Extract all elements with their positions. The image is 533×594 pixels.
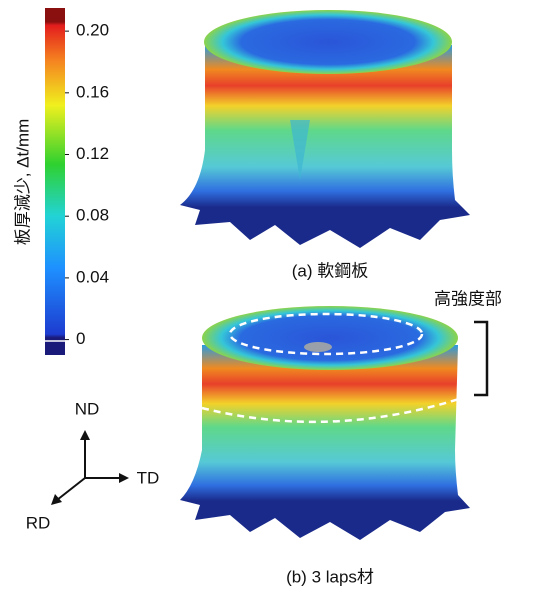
axis-label: TD [137, 468, 160, 487]
colorbar-tick-label: 0.16 [76, 82, 109, 101]
axis-label: ND [75, 399, 100, 418]
orientation-axes [51, 430, 129, 505]
caption: (a) 軟鋼板 [292, 261, 369, 280]
axis-label: RD [26, 513, 51, 532]
annotation: 高強度部 [434, 289, 502, 308]
rendering-a [180, 10, 470, 248]
colorbar-tick-label: 0.20 [76, 21, 109, 40]
caption: (b) 3 laps材 [286, 567, 374, 586]
colorbar-tick-label: 0.08 [76, 206, 109, 225]
colorbar-label: 板厚減少, Δt/mm [13, 119, 32, 246]
rendering-b [180, 306, 487, 540]
colorbar-scale [45, 8, 65, 355]
colorbar [45, 8, 65, 355]
colorbar-tick-label: 0 [76, 329, 85, 348]
colorbar-tick-label: 0.04 [76, 267, 109, 286]
figure: 板厚減少, Δt/mm (a) 軟鋼板 高強度部 (b) 3 laps材 ND … [0, 0, 533, 589]
colorbar-tick-label: 0.12 [76, 144, 109, 163]
